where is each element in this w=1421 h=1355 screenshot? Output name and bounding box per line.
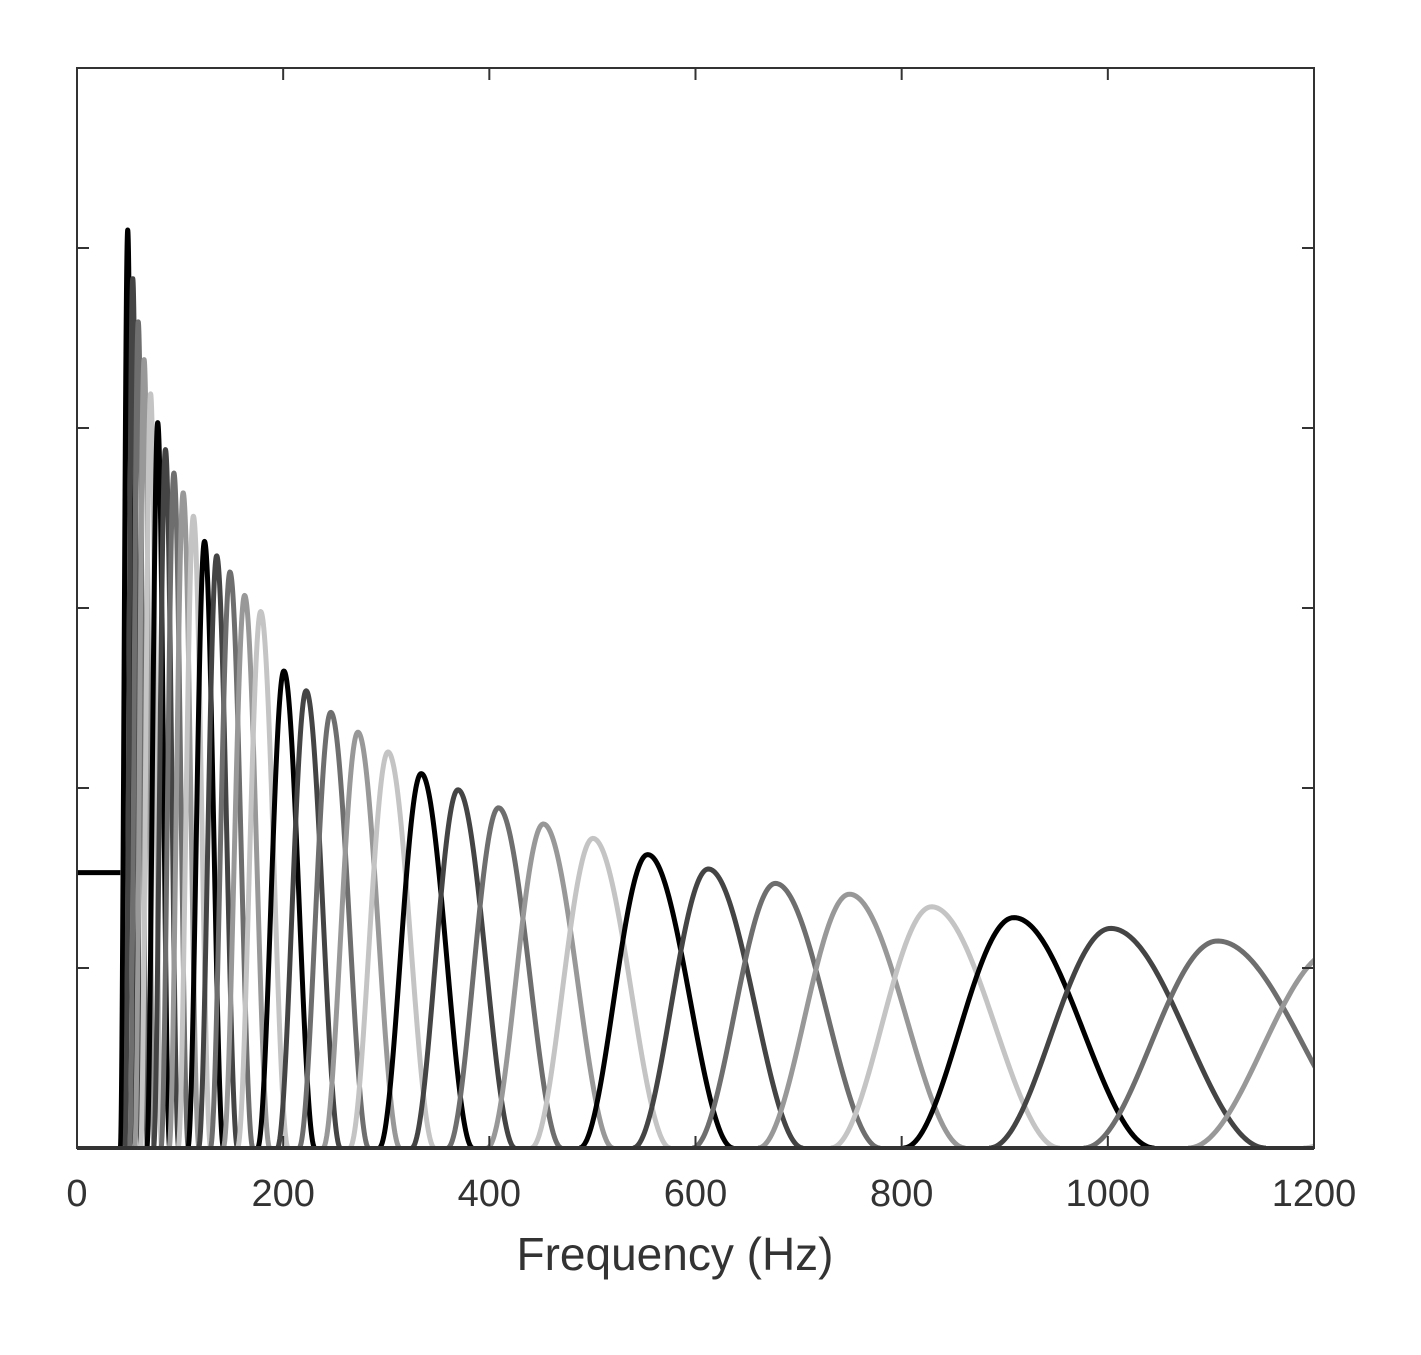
x-tick-label-0: 0 [66, 1173, 87, 1215]
filter-curve-27 [632, 866, 805, 1148]
filter-curve-18 [297, 709, 371, 1148]
x-tick-label-400: 400 [458, 1173, 521, 1215]
x-tick-label-1000: 1000 [1066, 1173, 1151, 1215]
filter-curve-32 [989, 925, 1266, 1148]
filter-curve-25 [529, 835, 672, 1148]
filter-curve-16 [255, 668, 317, 1148]
ticks-layer: 0 200 400 600 800 1000 1200 [66, 67, 1357, 1215]
filter-curve-21 [377, 771, 475, 1148]
filter-curve-26 [578, 852, 735, 1148]
filter-curve-19 [321, 729, 402, 1148]
filter-curve-14 [221, 592, 272, 1148]
x-axis-title: Frequency (Hz) [517, 1228, 834, 1280]
x-tick-label-200: 200 [251, 1173, 314, 1215]
filter-curve-15 [235, 609, 291, 1148]
filter-curve-30 [830, 904, 1061, 1148]
x-tick-label-600: 600 [664, 1173, 727, 1215]
filter-curve-22 [409, 787, 517, 1148]
filter-curve-33 [1083, 938, 1314, 1148]
filter-curve-17 [275, 688, 343, 1148]
x-tick-label-800: 800 [870, 1173, 933, 1215]
series-layer [77, 227, 1314, 1148]
filter-curve-20 [347, 749, 437, 1148]
filter-curve-24 [485, 821, 615, 1148]
filter-curve-35 [1303, 1143, 1314, 1148]
filter-curve-31 [903, 915, 1155, 1148]
filter-curve-34 [1188, 957, 1314, 1148]
filter-curve-23 [445, 805, 564, 1148]
filter-curve-29 [757, 891, 967, 1148]
x-tick-label-1200: 1200 [1272, 1173, 1357, 1215]
filter-curve-28 [691, 880, 882, 1148]
